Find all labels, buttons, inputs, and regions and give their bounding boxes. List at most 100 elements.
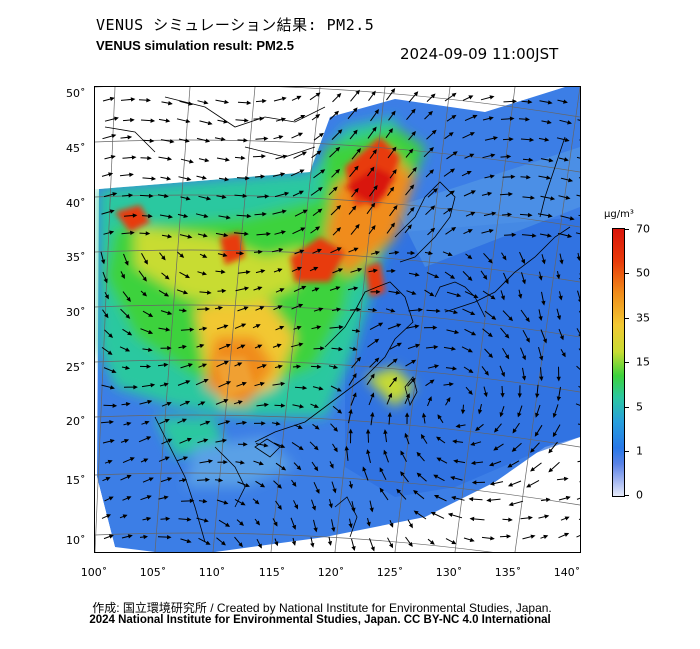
wind-arrow-head [145, 231, 151, 236]
wind-arrow-head [400, 450, 405, 456]
wind-arrow-head [354, 165, 359, 171]
wind-arrow-head [448, 382, 454, 387]
wind-arrow-head [434, 274, 440, 279]
wind-arrow-head [299, 404, 305, 409]
colorbar-unit: μg/m³ [604, 209, 634, 220]
wind-arrow-head [356, 307, 362, 312]
wind-arrow-head [433, 344, 439, 350]
wind-arrow-head [453, 459, 459, 464]
wind-arrow-head [206, 290, 212, 295]
wind-arrow-head [391, 146, 397, 152]
wind-arrow-head [452, 439, 457, 444]
wind-arrow-head [223, 232, 229, 238]
wind-arrow-head [296, 325, 302, 331]
wind-arrow-head [409, 184, 415, 190]
wind-arrow-head [108, 496, 114, 501]
wind-arrow-head [299, 169, 305, 174]
wind-arrow-head [225, 343, 231, 348]
wind-arrow-head [390, 88, 396, 94]
wind-arrow-head [243, 442, 248, 447]
wind-arrow-head [488, 228, 494, 234]
wind-arrow-head [260, 483, 266, 488]
wind-arrow-head [259, 381, 265, 387]
wind-arrow-head [558, 295, 563, 301]
wind-arrow-head [333, 447, 338, 453]
wind-arrow-head [508, 517, 513, 522]
wind-arrow-head [460, 409, 466, 415]
wind-arrow-head [291, 540, 297, 546]
wind-arrow-head [504, 333, 510, 339]
wind-arrow-head [488, 353, 494, 358]
wind-arrow-head [332, 186, 338, 192]
lon-label-120: 120˚ [317, 566, 345, 579]
wind-arrow-head [471, 480, 477, 485]
wind-arrow-head [400, 471, 405, 477]
wind-arrow-head [109, 439, 115, 444]
wind-arrow-head [411, 290, 417, 295]
wind-arrow-head [352, 392, 357, 398]
wind-arrow-head [126, 296, 131, 302]
wind-arrow-head [245, 270, 251, 275]
wind-arrow-head [353, 247, 359, 252]
wind-arrow-head [131, 155, 137, 160]
wind-arrow-head [109, 96, 115, 102]
wind-arrow-head [296, 465, 302, 471]
wind-arrow-head [186, 176, 192, 181]
wind-arrow-head [329, 463, 334, 469]
wind-arrow-head [470, 190, 476, 195]
wind-arrow-head [467, 229, 473, 234]
wind-arrow-head [356, 356, 362, 362]
wind-arrow-head [142, 291, 148, 297]
wind-arrow-head [416, 451, 422, 457]
wind-arrow-head [351, 205, 357, 211]
wind-arrow-head [164, 456, 170, 461]
lat-label-40: 40˚ [66, 197, 86, 210]
wind-arrow-head [511, 232, 517, 238]
wind-arrow-head [277, 268, 283, 273]
wind-arrow-head [576, 256, 580, 262]
wind-arrow-head [242, 193, 248, 198]
wind-arrow-head [225, 215, 231, 220]
wind-arrow-head [355, 328, 361, 333]
wind-arrow-head [366, 449, 371, 454]
wind-arrow-head [469, 153, 475, 158]
wind-arrow-head [550, 196, 556, 201]
wind-arrow-head [490, 153, 496, 158]
wind-arrow-head [246, 100, 252, 105]
wind-arrow-head [225, 522, 231, 527]
wind-arrow-head [331, 527, 336, 533]
wind-arrow-head [143, 534, 149, 540]
lon-label-135: 135˚ [494, 566, 522, 579]
wind-arrow-head [129, 457, 135, 462]
wind-arrow-head [395, 290, 401, 295]
wind-arrow-head [254, 499, 260, 505]
wind-arrow-head [337, 129, 343, 134]
wind-arrow-head [517, 393, 522, 398]
wind-arrow-head [239, 251, 245, 256]
wind-arrow [577, 460, 580, 463]
wind-arrow-head [404, 432, 409, 438]
wind-arrow-head [203, 100, 209, 105]
wind-arrow [577, 423, 580, 425]
wind-arrow-head [563, 99, 568, 104]
wind-arrow-head [185, 118, 191, 124]
wind-arrow-head [434, 364, 440, 369]
wind-arrow-head [530, 195, 535, 200]
wind-arrow-head [371, 224, 376, 230]
wind-arrow-head [483, 392, 488, 398]
wind-arrow-head [388, 543, 394, 549]
wind-arrow-head [148, 477, 154, 482]
wind-arrow-head [449, 190, 455, 195]
wind-arrow-head [182, 344, 187, 350]
wind-arrow-head [163, 193, 169, 198]
wind-arrow-head [313, 266, 319, 271]
wind-arrow-head [567, 120, 572, 125]
wind-arrow-head [107, 459, 113, 465]
wind-arrow-head [405, 393, 410, 399]
wind-arrow-head [416, 472, 422, 478]
wind-arrow-head [421, 412, 427, 418]
wind-arrow-head [202, 233, 208, 238]
wind-arrow-head [525, 337, 530, 343]
wind-arrow-head [101, 259, 106, 265]
wind-arrow-head [565, 195, 571, 200]
